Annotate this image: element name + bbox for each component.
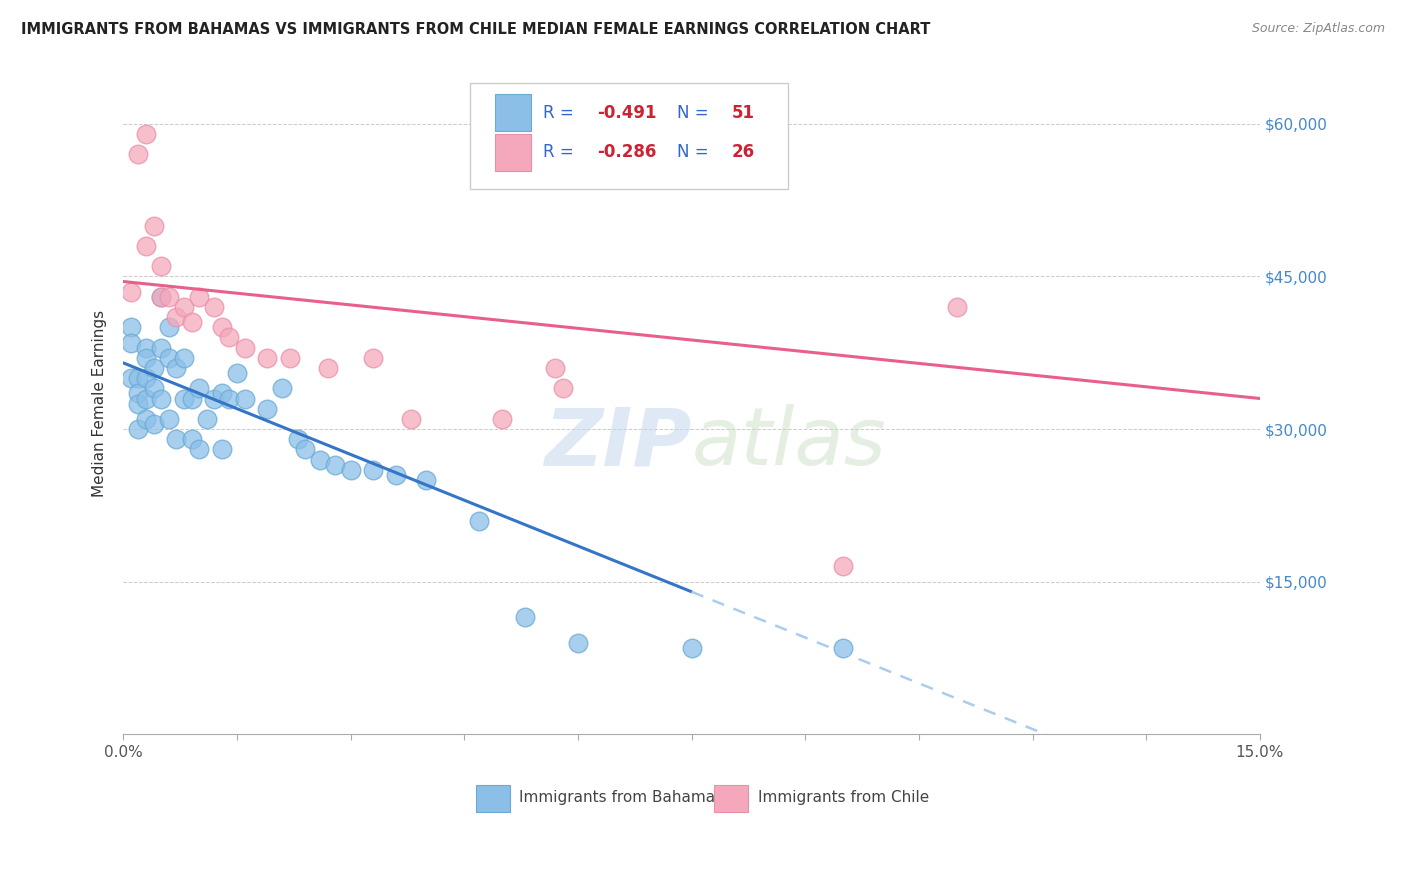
Point [233,341,256,355]
Point [150,259,173,273]
Point [142,381,165,395]
Point [135,351,157,365]
Point [120,371,142,385]
Point [468,514,491,528]
Text: ZIP: ZIP [544,404,692,483]
Point [226,366,249,380]
Point [363,351,385,365]
Point [278,351,301,365]
Point [415,473,437,487]
Point [211,386,233,401]
Text: N =: N = [676,103,714,121]
Point [142,219,165,233]
Point [180,432,202,446]
Point [135,127,157,141]
Bar [495,134,531,170]
Point [233,392,256,406]
Point [165,432,187,446]
Bar [714,785,748,812]
Point [325,458,347,472]
Point [946,300,969,314]
Bar [495,95,531,131]
Point [188,290,211,304]
Point [401,412,423,426]
Text: -0.286: -0.286 [598,144,657,161]
Point [309,452,332,467]
Point [256,351,278,365]
Point [142,417,165,431]
Point [150,290,173,304]
Point [120,335,142,350]
Text: IMMIGRANTS FROM BAHAMAS VS IMMIGRANTS FROM CHILE MEDIAN FEMALE EARNINGS CORRELAT: IMMIGRANTS FROM BAHAMAS VS IMMIGRANTS FR… [21,22,931,37]
Point [120,285,142,299]
FancyBboxPatch shape [470,83,789,189]
Point [316,361,339,376]
Point [142,361,165,376]
Text: 26: 26 [731,144,755,161]
Point [135,371,157,385]
Point [165,361,187,376]
Point [339,463,361,477]
Point [135,239,157,253]
Point [127,147,149,161]
Text: atlas: atlas [692,404,886,483]
Point [271,381,294,395]
Text: Immigrants from Chile: Immigrants from Chile [758,789,929,805]
Point [202,392,225,406]
Text: -0.491: -0.491 [598,103,657,121]
Point [135,392,157,406]
Point [157,412,180,426]
Y-axis label: Median Female Earnings: Median Female Earnings [93,310,107,497]
Point [120,320,142,334]
Point [513,610,536,624]
Point [544,361,567,376]
Point [127,386,149,401]
Point [173,351,195,365]
Point [551,381,574,395]
Point [218,330,240,344]
Point [363,463,385,477]
Point [173,300,195,314]
Point [211,442,233,457]
Text: N =: N = [676,144,714,161]
Point [150,341,173,355]
Point [491,412,513,426]
Point [127,422,149,436]
Point [832,559,855,574]
Text: 51: 51 [731,103,755,121]
Point [202,300,225,314]
Point [150,392,173,406]
Point [681,640,703,655]
Text: R =: R = [543,144,579,161]
Point [188,381,211,395]
Point [256,401,278,416]
Point [385,467,408,482]
Point [188,442,211,457]
Point [195,412,218,426]
Point [287,432,309,446]
Point [211,320,233,334]
Text: Immigrants from Bahamas: Immigrants from Bahamas [519,789,723,805]
Text: Source: ZipAtlas.com: Source: ZipAtlas.com [1251,22,1385,36]
Point [127,396,149,410]
Point [180,392,202,406]
Point [180,315,202,329]
Bar [475,785,510,812]
Point [832,640,855,655]
Point [294,442,316,457]
Point [157,320,180,334]
Point [218,392,240,406]
Point [567,635,589,649]
Point [150,290,173,304]
Point [165,310,187,325]
Point [173,392,195,406]
Point [127,371,149,385]
Point [157,351,180,365]
Text: R =: R = [543,103,579,121]
Point [157,290,180,304]
Point [135,412,157,426]
Point [135,341,157,355]
